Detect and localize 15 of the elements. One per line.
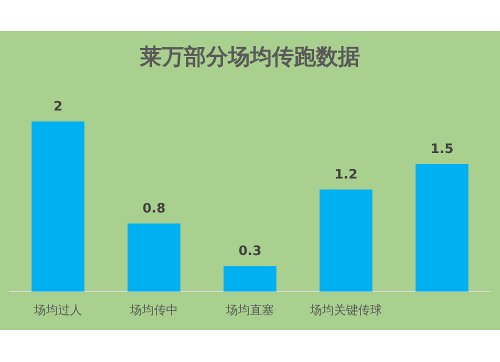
data-label: 0.3 [238, 244, 262, 259]
data-label: 1.2 [334, 167, 358, 182]
x-tick-label: 场均传中 [129, 302, 178, 317]
data-label: 0.8 [142, 201, 166, 216]
x-tick-label: 场均过人 [33, 302, 82, 317]
chart-title: 莱万部分场均传跑数据 [139, 44, 360, 70]
bar [320, 189, 372, 292]
bar [32, 121, 84, 292]
data-label: 1.5 [430, 142, 454, 157]
bar [416, 164, 468, 292]
bar [224, 266, 276, 292]
bar [128, 224, 180, 292]
x-tick-label: 场均直塞 [225, 302, 274, 317]
data-label: 2 [53, 99, 63, 114]
x-tick-label: 场均关键传球 [309, 302, 382, 317]
